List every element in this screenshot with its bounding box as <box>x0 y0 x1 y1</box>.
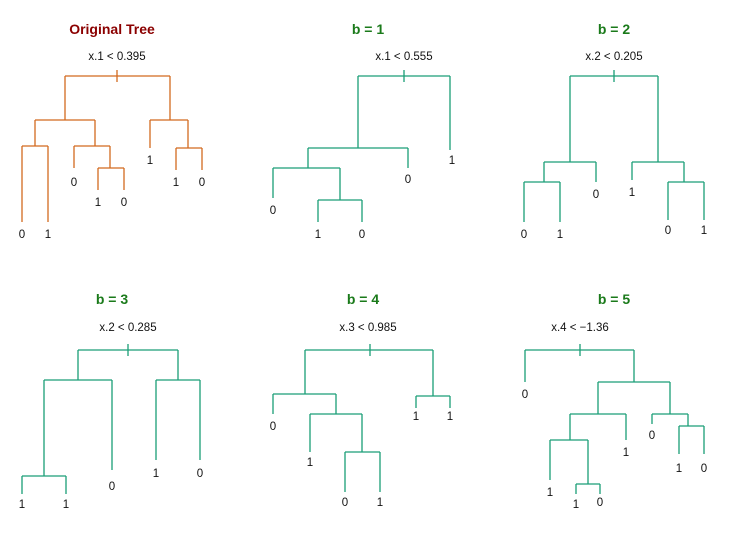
leaf-label: 1 <box>45 229 51 241</box>
panel-title: Original Tree <box>69 21 155 37</box>
panel-title: b = 1 <box>352 21 385 37</box>
leaf-label: 1 <box>701 225 707 237</box>
leaf-label: 1 <box>153 468 159 480</box>
leaf-label: 1 <box>413 411 419 423</box>
tree-edges <box>272 344 451 492</box>
leaf-label: 0 <box>597 497 603 509</box>
tree-edges <box>21 344 201 494</box>
leaf-label: 0 <box>593 189 599 201</box>
leaf-label: 0 <box>270 205 276 217</box>
leaf-label: 0 <box>665 225 671 237</box>
leaf-label: 0 <box>522 389 528 401</box>
leaf-label: 1 <box>629 187 635 199</box>
panel-bootstrap-4: b = 4 x.3 < 0.985 0 1 0 1 1 1 <box>270 291 453 509</box>
leaf-label: 1 <box>449 155 455 167</box>
leaf-label: 0 <box>71 177 77 189</box>
panel-original-tree: Original Tree x.1 < 0.395 <box>19 21 205 241</box>
leaf-label: 0 <box>270 421 276 433</box>
tree-edges <box>523 70 705 222</box>
leaf-label: 0 <box>197 468 203 480</box>
leaf-label: 1 <box>173 177 179 189</box>
leaf-label: 1 <box>573 499 579 511</box>
leaf-label: 0 <box>109 481 115 493</box>
panel-bootstrap-1: b = 1 x.1 < 0.555 0 1 0 0 1 <box>270 21 455 241</box>
leaf-label: 1 <box>447 411 453 423</box>
split-label: x.3 < 0.985 <box>339 322 396 334</box>
panel-bootstrap-2: b = 2 x.2 < 0.205 0 1 0 1 0 1 <box>521 21 707 241</box>
split-label: x.2 < 0.205 <box>585 51 642 63</box>
tree-edges <box>21 70 203 222</box>
leaf-label: 0 <box>649 430 655 442</box>
panel-bootstrap-3: b = 3 x.2 < 0.285 1 1 0 1 0 <box>19 291 203 511</box>
leaf-label: 1 <box>676 463 682 475</box>
leaf-label: 1 <box>547 487 553 499</box>
leaf-label: 0 <box>521 229 527 241</box>
leaf-label: 1 <box>95 197 101 209</box>
split-label: x.1 < 0.395 <box>88 51 145 63</box>
leaf-label: 0 <box>19 229 25 241</box>
split-label: x.1 < 0.555 <box>375 51 432 63</box>
tree-edges <box>524 344 705 494</box>
leaf-label: 0 <box>342 497 348 509</box>
split-label: x.2 < 0.285 <box>99 322 156 334</box>
leaf-label: 0 <box>359 229 365 241</box>
leaf-label: 1 <box>63 499 69 511</box>
leaf-label: 1 <box>623 447 629 459</box>
panel-title: b = 4 <box>347 291 380 307</box>
leaf-label: 1 <box>147 155 153 167</box>
leaf-label: 0 <box>121 197 127 209</box>
panel-title: b = 2 <box>598 21 631 37</box>
leaf-label: 0 <box>199 177 205 189</box>
leaf-label: 1 <box>557 229 563 241</box>
tree-edges <box>272 70 451 222</box>
leaf-label: 1 <box>19 499 25 511</box>
leaf-label: 1 <box>315 229 321 241</box>
leaf-label: 0 <box>405 174 411 186</box>
leaf-label: 0 <box>701 463 707 475</box>
leaf-label: 1 <box>307 457 313 469</box>
leaf-label: 1 <box>377 497 383 509</box>
panel-title: b = 3 <box>96 291 129 307</box>
split-label: x.4 < −1.36 <box>551 322 609 334</box>
panel-title: b = 5 <box>598 291 631 307</box>
panel-bootstrap-5: b = 5 x.4 < −1.36 0 1 <box>522 291 707 511</box>
